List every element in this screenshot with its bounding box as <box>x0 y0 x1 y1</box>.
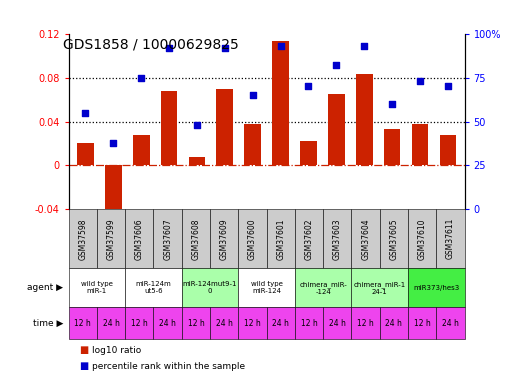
Text: 12 h: 12 h <box>244 319 261 328</box>
Text: GSM37608: GSM37608 <box>192 218 201 259</box>
Bar <box>161 91 177 165</box>
Text: GSM37604: GSM37604 <box>361 218 370 259</box>
Text: 24 h: 24 h <box>385 319 402 328</box>
Text: 12 h: 12 h <box>187 319 204 328</box>
Text: 24 h: 24 h <box>216 319 233 328</box>
Bar <box>412 124 428 165</box>
Text: GSM37599: GSM37599 <box>107 218 116 259</box>
Point <box>137 75 145 81</box>
Bar <box>300 141 317 165</box>
Point <box>165 45 173 51</box>
Bar <box>244 124 261 165</box>
Text: miR-124m
ut5-6: miR-124m ut5-6 <box>136 281 172 294</box>
Text: ■: ■ <box>79 345 89 355</box>
Text: chimera_miR-
-124: chimera_miR- -124 <box>299 281 347 295</box>
Text: ■: ■ <box>79 362 89 372</box>
Point <box>332 62 341 68</box>
Text: GSM37607: GSM37607 <box>163 218 172 259</box>
Text: chimera_miR-1
24-1: chimera_miR-1 24-1 <box>354 281 406 295</box>
Bar <box>356 74 373 165</box>
Text: 24 h: 24 h <box>272 319 289 328</box>
Point <box>360 43 369 49</box>
Text: GSM37606: GSM37606 <box>135 218 144 259</box>
Bar <box>216 88 233 165</box>
Text: 12 h: 12 h <box>300 319 317 328</box>
Point <box>221 45 229 51</box>
Text: GSM37600: GSM37600 <box>248 218 257 259</box>
Text: GSM37605: GSM37605 <box>390 218 399 259</box>
Text: GSM37601: GSM37601 <box>276 218 285 259</box>
Text: 24 h: 24 h <box>102 319 119 328</box>
Text: 12 h: 12 h <box>357 319 374 328</box>
Text: GSM37611: GSM37611 <box>446 218 455 259</box>
Point <box>276 43 285 49</box>
Text: GSM37603: GSM37603 <box>333 218 342 259</box>
Point <box>304 83 313 89</box>
Text: 12 h: 12 h <box>414 319 431 328</box>
Point <box>388 101 397 107</box>
Text: GSM37609: GSM37609 <box>220 218 229 259</box>
Text: percentile rank within the sample: percentile rank within the sample <box>92 362 246 371</box>
Bar <box>272 41 289 165</box>
Point <box>249 92 257 98</box>
Point <box>81 110 90 116</box>
Text: wild type
miR-1: wild type miR-1 <box>81 281 113 294</box>
Text: GSM37602: GSM37602 <box>305 218 314 259</box>
Text: 24 h: 24 h <box>442 319 459 328</box>
Text: log10 ratio: log10 ratio <box>92 346 142 355</box>
Bar <box>105 165 121 226</box>
Point <box>416 78 424 84</box>
Point <box>193 122 201 128</box>
Text: GSM37610: GSM37610 <box>418 218 427 259</box>
Text: time ▶: time ▶ <box>33 319 63 328</box>
Text: miR-124mut9-1
0: miR-124mut9-1 0 <box>183 281 237 294</box>
Bar <box>439 135 456 165</box>
Text: wild type
miR-124: wild type miR-124 <box>251 281 282 294</box>
Bar <box>77 144 94 165</box>
Text: agent ▶: agent ▶ <box>27 283 63 292</box>
Text: 24 h: 24 h <box>159 319 176 328</box>
Text: GDS1858 / 10000629825: GDS1858 / 10000629825 <box>63 38 239 51</box>
Text: 24 h: 24 h <box>329 319 346 328</box>
Bar <box>188 157 205 165</box>
Bar <box>328 94 345 165</box>
Bar <box>133 135 149 165</box>
Text: 12 h: 12 h <box>131 319 148 328</box>
Text: GSM37598: GSM37598 <box>78 218 87 259</box>
Text: 12 h: 12 h <box>74 319 91 328</box>
Point <box>109 140 118 146</box>
Text: miR373/hes3: miR373/hes3 <box>413 285 459 291</box>
Bar <box>384 129 401 165</box>
Point <box>444 83 452 89</box>
